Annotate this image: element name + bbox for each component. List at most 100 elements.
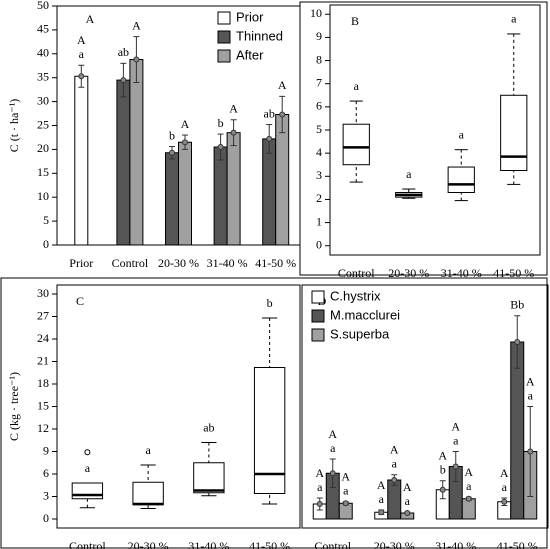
letter: a — [466, 479, 472, 493]
legend-swatch — [217, 30, 231, 44]
letter: A — [341, 470, 350, 484]
y-tick-label: 3 — [43, 488, 49, 502]
y-tick-label: 20 — [37, 141, 49, 155]
x-tick-label: 31-40 % — [188, 539, 229, 549]
bar — [461, 498, 476, 520]
x-tick-label: 31-40 % — [435, 539, 476, 549]
y-tick-label: 6 — [316, 99, 322, 113]
y-tick-label: 10 — [310, 6, 322, 20]
y-tick-label: 35 — [37, 69, 49, 83]
mean-dot — [217, 144, 224, 151]
mean-dot — [266, 135, 273, 142]
letter: ab — [264, 106, 275, 120]
y-axis-label: C (kg · tree⁻¹) — [7, 372, 21, 441]
y-tick-label: 15 — [37, 398, 49, 412]
y-tick-label: 5 — [316, 122, 322, 136]
letter: Bb — [510, 298, 524, 312]
x-tick-label: Control — [314, 539, 351, 549]
bar — [275, 114, 290, 246]
mean-dot — [391, 477, 398, 483]
y-tick-label: 18 — [37, 376, 49, 390]
legend-swatch — [311, 290, 325, 304]
letter: a — [379, 492, 385, 506]
box — [342, 123, 370, 166]
legend-label: Thinned — [236, 28, 283, 43]
y-tick-label: 8 — [316, 52, 322, 66]
x-tick-label: 20-30 % — [128, 539, 169, 549]
letter: A — [390, 443, 399, 457]
box — [447, 166, 475, 193]
panel-frame — [0, 277, 548, 549]
bar — [387, 479, 402, 520]
legend-label: M.macclurei — [330, 307, 400, 322]
x-tick-label: 41-50 % — [255, 256, 296, 270]
letter: A — [181, 117, 190, 131]
letter: a — [528, 388, 534, 402]
y-tick-label: 4 — [316, 145, 322, 159]
letter: a — [85, 461, 91, 475]
y-tick-label: 9 — [316, 29, 322, 43]
box — [132, 481, 164, 506]
letter: ab — [203, 420, 214, 434]
bar — [116, 79, 131, 246]
x-tick-label: 31-40 % — [207, 256, 248, 270]
legend-label: C.hystrix — [330, 288, 381, 303]
mean-dot — [342, 500, 349, 507]
letter: a — [405, 494, 411, 508]
y-tick-label: 24 — [37, 331, 49, 345]
letter: a — [511, 12, 517, 26]
box — [193, 462, 225, 494]
mean-dot — [514, 339, 521, 345]
mean-dot — [404, 510, 411, 516]
letter: A — [377, 478, 386, 492]
y-tick-label: 3 — [316, 168, 322, 182]
bar — [178, 141, 192, 246]
letter: a — [317, 480, 323, 494]
bar — [74, 75, 89, 246]
y-tick-label: 40 — [37, 46, 49, 60]
mean-dot — [378, 509, 385, 516]
y-tick-label: 6 — [43, 466, 49, 480]
letter: a — [453, 433, 459, 447]
mean-dot — [169, 149, 175, 156]
y-tick-label: 0 — [43, 237, 49, 251]
y-tick-label: 0 — [316, 237, 322, 251]
bar — [226, 132, 241, 246]
y-tick-label: 9 — [43, 443, 49, 457]
letter: A — [315, 466, 324, 480]
letter: b — [267, 296, 273, 310]
box — [71, 482, 104, 500]
x-tick-label: Control — [112, 256, 149, 270]
y-tick-label: 15 — [37, 165, 49, 179]
letter: A — [328, 427, 337, 441]
x-tick-label: 41-50 % — [249, 539, 290, 549]
bar — [165, 152, 179, 246]
letter: A — [278, 78, 287, 92]
outlier — [84, 449, 91, 456]
panel-label: C — [76, 294, 84, 308]
letter: b — [218, 116, 224, 130]
letter: A — [403, 480, 412, 494]
bar — [129, 59, 144, 246]
legend-label: S.superba — [330, 326, 390, 341]
mean-dot — [465, 495, 472, 502]
letter: ab — [118, 45, 129, 59]
box — [253, 367, 286, 494]
letter: A — [464, 465, 473, 479]
legend-swatch — [311, 309, 325, 323]
x-tick-label: 41-50 % — [497, 539, 538, 549]
plot-frame — [301, 284, 549, 529]
y-tick-label: 5 — [43, 213, 49, 227]
mean-dot — [230, 129, 237, 136]
letter: b — [440, 463, 446, 477]
legend-label: After — [236, 47, 264, 62]
y-tick-label: 30 — [37, 286, 49, 300]
bar — [262, 138, 277, 246]
letter: a — [502, 480, 508, 494]
panel-label: A — [86, 12, 95, 26]
mean-dot — [501, 498, 508, 505]
y-tick-label: 10 — [37, 189, 49, 203]
mean-dot — [452, 463, 459, 470]
x-tick-label: Prior — [69, 256, 93, 270]
